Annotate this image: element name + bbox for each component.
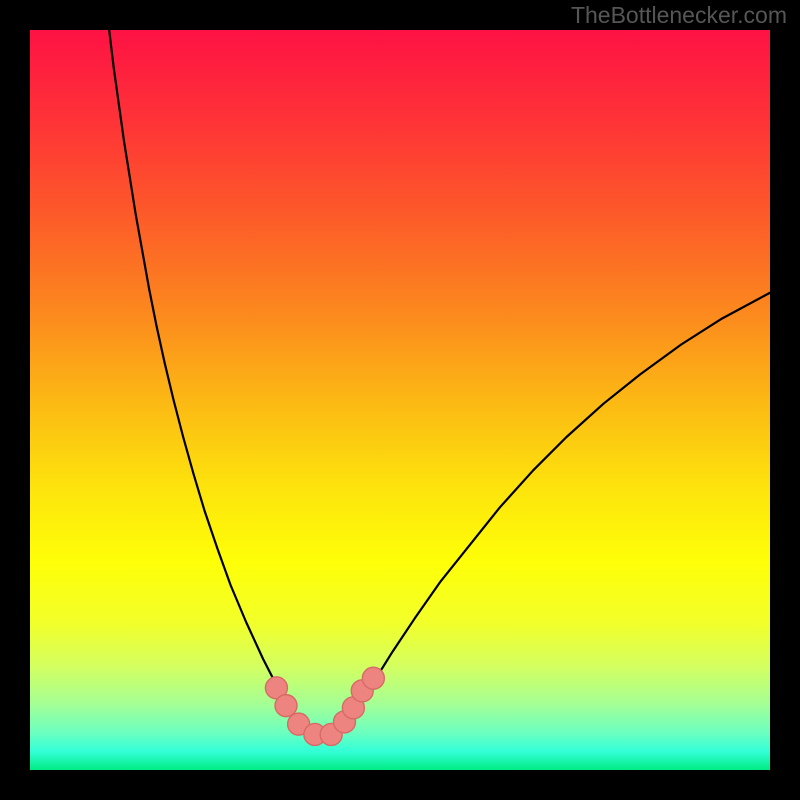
chart-frame: TheBottlenecker.com xyxy=(0,0,800,800)
plot-area xyxy=(30,30,770,770)
curve-marker xyxy=(362,667,384,689)
curve-layer xyxy=(30,30,770,770)
curve-marker xyxy=(275,695,297,717)
bottleneck-curve-left xyxy=(109,30,296,718)
bottleneck-curve-right xyxy=(348,293,770,719)
watermark-text: TheBottlenecker.com xyxy=(571,2,787,29)
